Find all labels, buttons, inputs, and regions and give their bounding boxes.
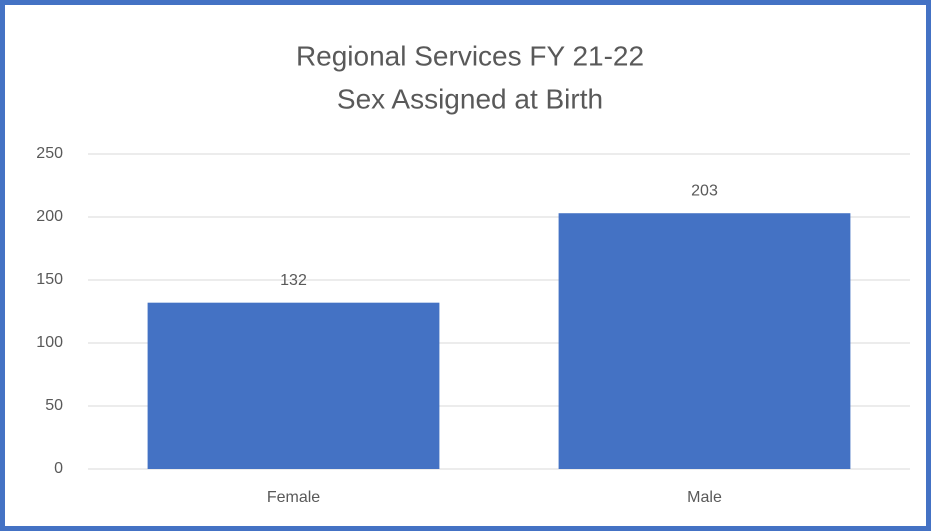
y-tick-label: 150	[36, 271, 63, 288]
chart-title: Regional Services FY 21-22	[296, 40, 644, 71]
x-tick-label: Female	[267, 489, 320, 506]
y-tick-label: 200	[36, 208, 63, 225]
chart-subtitle: Sex Assigned at Birth	[337, 83, 603, 114]
data-label: 203	[691, 182, 718, 199]
y-tick-label: 0	[54, 460, 63, 477]
bar	[147, 302, 440, 469]
data-label: 132	[280, 272, 307, 289]
x-tick-label: Male	[687, 489, 722, 506]
y-tick-label: 250	[36, 145, 63, 162]
y-tick-label: 100	[36, 334, 63, 351]
bar	[558, 213, 851, 469]
y-tick-label: 50	[45, 397, 63, 414]
